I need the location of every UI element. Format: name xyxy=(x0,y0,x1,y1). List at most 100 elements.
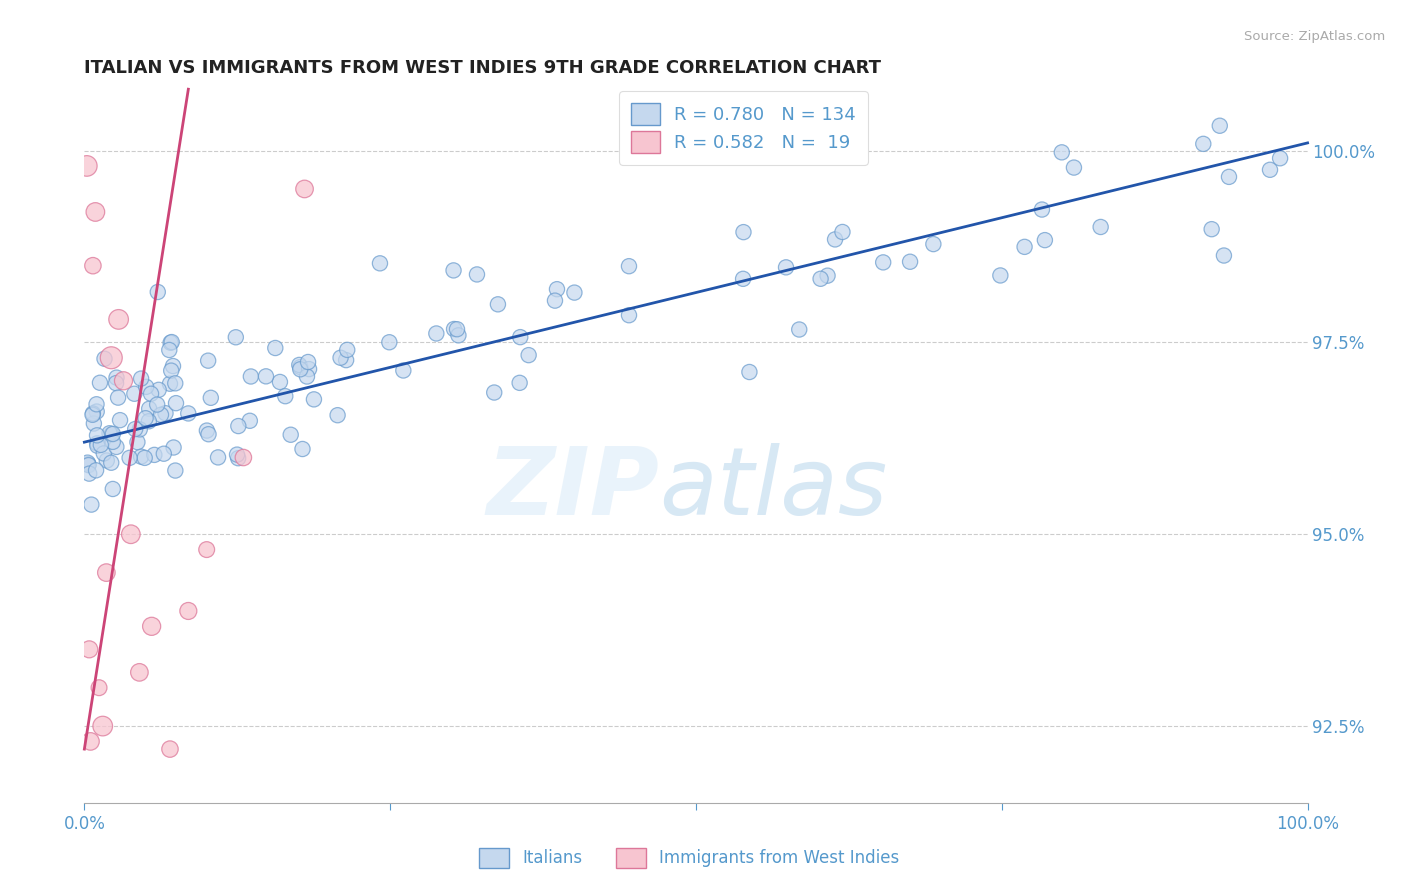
Point xyxy=(118,450,141,465)
Point xyxy=(100,427,122,442)
Point xyxy=(105,370,128,384)
Point xyxy=(165,376,187,391)
Point xyxy=(872,255,894,269)
Point xyxy=(269,375,291,389)
Point xyxy=(143,448,166,462)
Point xyxy=(1209,119,1232,133)
Point xyxy=(1212,248,1234,262)
Text: ITALIAN VS IMMIGRANTS FROM WEST INDIES 9TH GRADE CORRELATION CHART: ITALIAN VS IMMIGRANTS FROM WEST INDIES 9… xyxy=(84,59,882,77)
Point xyxy=(280,427,302,442)
Point xyxy=(96,566,118,580)
Point xyxy=(295,369,318,384)
Point xyxy=(177,604,200,618)
Point xyxy=(425,326,447,341)
Point xyxy=(148,383,170,397)
Point xyxy=(83,417,105,431)
Point xyxy=(138,401,160,416)
Point xyxy=(335,353,357,368)
Point xyxy=(76,159,98,173)
Point xyxy=(86,436,108,450)
Point xyxy=(232,450,254,465)
Point xyxy=(101,434,124,449)
Point xyxy=(149,408,172,422)
Point xyxy=(446,322,468,336)
Point xyxy=(112,374,135,388)
Point xyxy=(177,406,200,420)
Point xyxy=(922,237,945,252)
Point xyxy=(197,427,219,442)
Point xyxy=(159,742,181,756)
Point xyxy=(1050,145,1073,160)
Point xyxy=(564,285,586,300)
Point xyxy=(291,442,314,456)
Point xyxy=(86,397,108,411)
Point xyxy=(197,353,219,368)
Point xyxy=(96,453,118,467)
Point xyxy=(290,362,312,376)
Point xyxy=(139,386,162,401)
Point xyxy=(810,272,832,286)
Text: atlas: atlas xyxy=(659,443,887,534)
Point xyxy=(1014,240,1036,254)
Point xyxy=(294,182,316,196)
Point xyxy=(326,408,349,422)
Point xyxy=(509,376,531,390)
Point xyxy=(207,450,229,465)
Point xyxy=(82,408,104,422)
Point xyxy=(108,413,131,427)
Point xyxy=(1258,162,1281,177)
Point xyxy=(128,422,150,436)
Point xyxy=(1033,233,1056,247)
Point xyxy=(86,428,108,442)
Point xyxy=(195,424,218,438)
Point xyxy=(200,391,222,405)
Point xyxy=(546,282,568,296)
Point xyxy=(329,351,352,365)
Legend: Italians, Immigrants from West Indies: Italians, Immigrants from West Indies xyxy=(472,841,905,875)
Point xyxy=(824,232,846,246)
Point xyxy=(509,330,531,344)
Point xyxy=(1192,136,1215,151)
Point xyxy=(162,441,184,455)
Point xyxy=(787,322,810,336)
Point xyxy=(228,419,250,434)
Point xyxy=(129,450,152,464)
Point xyxy=(195,542,218,557)
Point xyxy=(155,406,177,420)
Point xyxy=(297,355,319,369)
Point xyxy=(87,681,110,695)
Point xyxy=(135,411,157,425)
Point xyxy=(239,369,262,384)
Point xyxy=(1201,222,1223,236)
Point xyxy=(160,364,183,378)
Point xyxy=(517,348,540,362)
Point xyxy=(392,363,415,377)
Point xyxy=(443,263,465,277)
Point xyxy=(84,205,107,219)
Point xyxy=(298,362,321,376)
Point xyxy=(153,447,176,461)
Point xyxy=(274,389,297,403)
Point xyxy=(128,665,150,680)
Point xyxy=(77,458,100,472)
Point xyxy=(77,467,100,481)
Point xyxy=(93,351,115,366)
Point xyxy=(107,312,129,326)
Point xyxy=(336,343,359,357)
Point xyxy=(146,398,169,412)
Point xyxy=(290,360,312,375)
Point xyxy=(90,438,112,452)
Text: Source: ZipAtlas.com: Source: ZipAtlas.com xyxy=(1244,30,1385,44)
Point xyxy=(733,225,755,239)
Point xyxy=(738,365,761,379)
Point xyxy=(162,359,184,373)
Point xyxy=(101,426,124,441)
Point xyxy=(91,719,114,733)
Text: ZIP: ZIP xyxy=(486,442,659,535)
Point xyxy=(124,386,146,401)
Point xyxy=(86,404,108,418)
Point xyxy=(82,407,104,421)
Point xyxy=(988,268,1011,283)
Point xyxy=(129,371,152,385)
Point xyxy=(100,351,122,365)
